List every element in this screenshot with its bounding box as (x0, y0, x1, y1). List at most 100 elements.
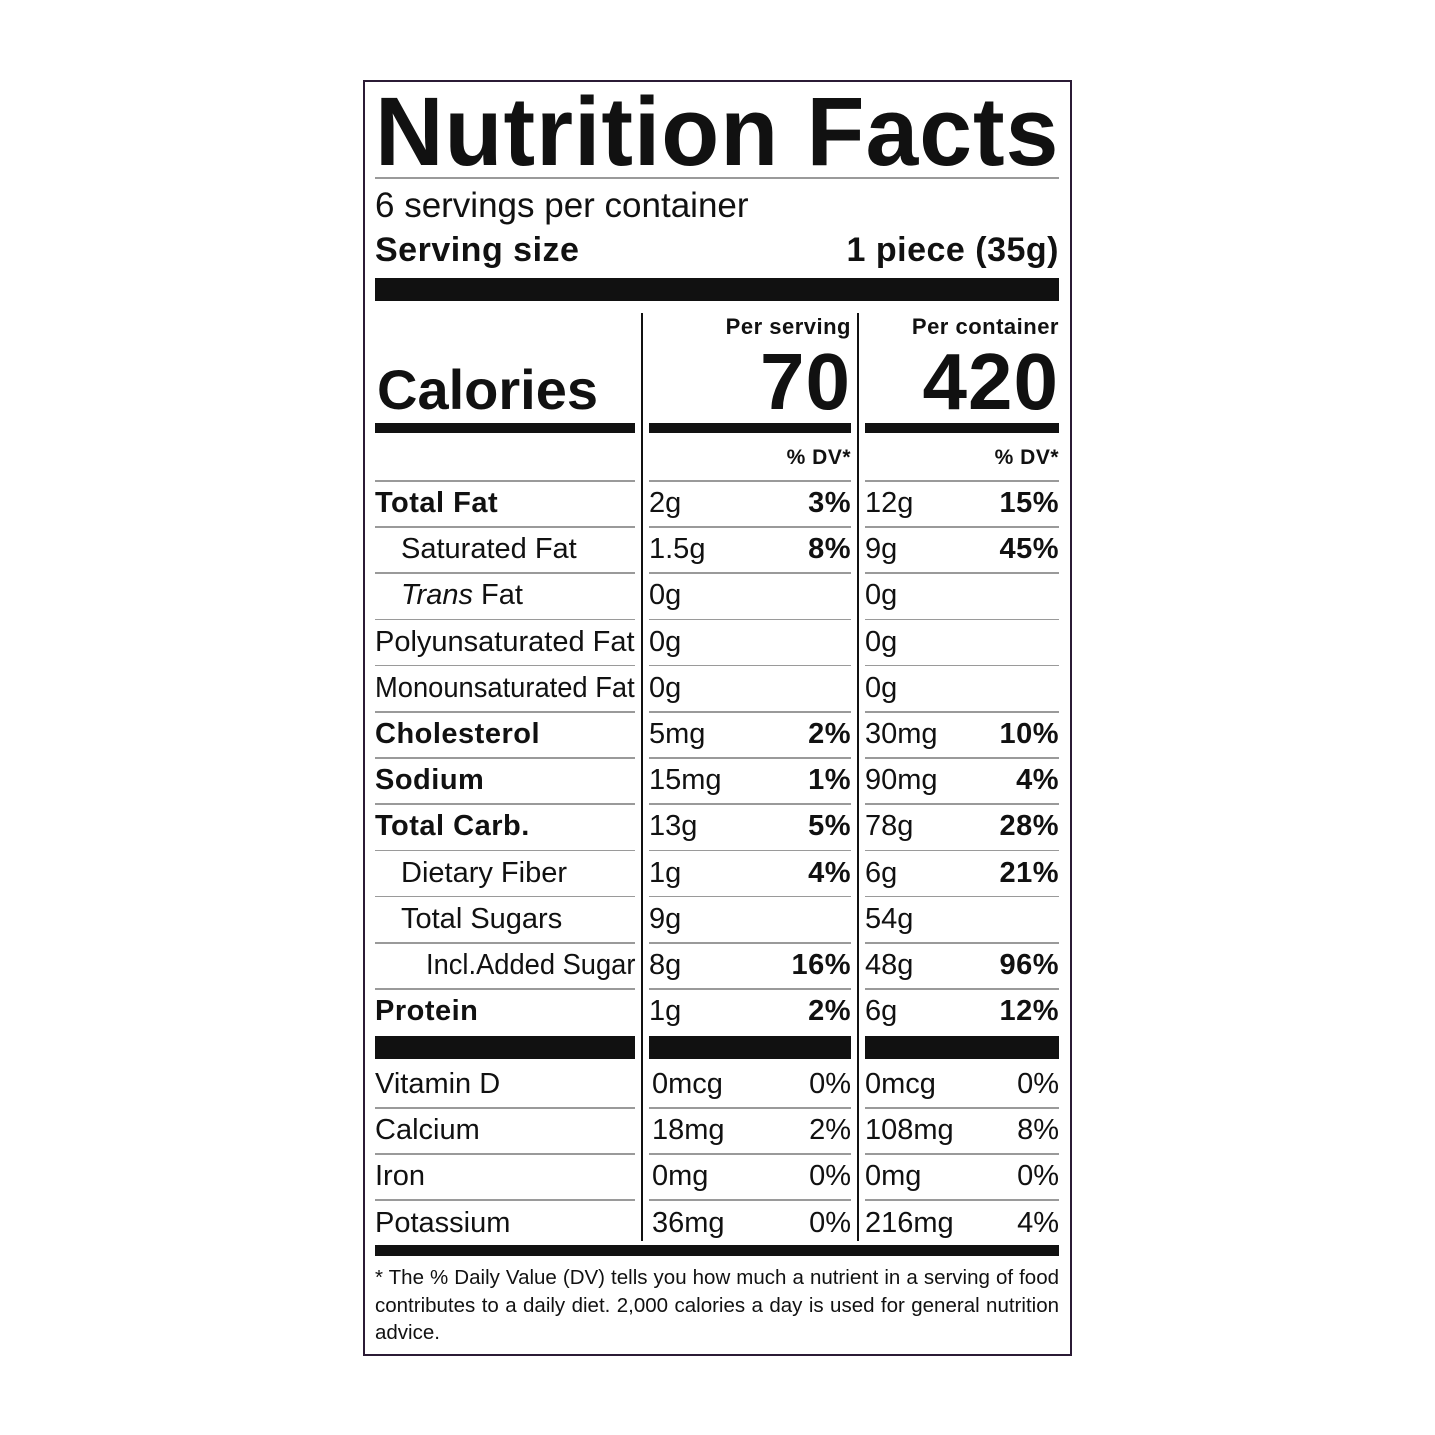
nutrient-label: Polyunsaturated Fat (375, 625, 635, 658)
row-rule (375, 618, 635, 621)
row-rule (649, 988, 851, 990)
row-rule (865, 480, 1059, 482)
percent-dv: 2% (809, 1114, 851, 1147)
nutrient-label: Sodium (375, 764, 485, 797)
calories-rule (375, 423, 635, 433)
row-rule (375, 942, 635, 944)
calories-rule (865, 423, 1059, 433)
amount: 108mg (865, 1114, 954, 1147)
percent-dv: 16% (791, 949, 851, 981)
amount: 48g (865, 949, 914, 981)
calories-value: 70 (760, 337, 851, 426)
column-divider (641, 313, 643, 1241)
row-rule (865, 757, 1059, 759)
footnote: * The % Daily Value (DV) tells you how m… (375, 1266, 1059, 1344)
amount: 9g (649, 902, 682, 935)
nutrient-label: Cholesterol (375, 718, 541, 750)
percent-dv: 0% (1017, 1068, 1059, 1100)
column-divider (857, 313, 859, 1241)
row-rule (375, 526, 635, 528)
calories-value: 420 (922, 337, 1059, 426)
row-rule (865, 803, 1059, 805)
row-rule (375, 1199, 635, 1201)
amount: 54g (865, 902, 914, 935)
percent-dv: 1% (808, 764, 851, 797)
amount: 15mg (649, 764, 722, 797)
row-rule (649, 757, 851, 759)
row-rule (865, 572, 1059, 574)
row-rule (649, 480, 851, 482)
amount: 216mg (865, 1206, 954, 1239)
percent-dv: 12% (999, 995, 1059, 1028)
row-rule (865, 895, 1059, 898)
amount: 90mg (865, 764, 938, 797)
thick-rule (375, 278, 1059, 301)
nutrient-label: Total Sugars (401, 902, 563, 935)
row-rule (649, 803, 851, 805)
row-rule (649, 895, 851, 898)
amount: 0mcg (652, 1068, 723, 1100)
thick-rule (649, 1036, 851, 1059)
percent-dv: 45% (999, 533, 1059, 566)
vitamin-label: Vitamin D (375, 1068, 501, 1100)
percent-dv: 4% (1016, 764, 1059, 797)
amount: 30mg (865, 718, 938, 750)
percent-dv: 0% (809, 1068, 851, 1100)
serving-size-label: Serving size (375, 231, 580, 269)
amount: 0g (649, 579, 682, 612)
nutrient-label: Monounsaturated Fat (375, 671, 635, 704)
row-rule (375, 757, 635, 759)
row-rule (649, 849, 851, 852)
row-rule (649, 526, 851, 528)
row-rule (865, 618, 1059, 621)
amount: 0mcg (865, 1068, 936, 1100)
row-rule (865, 1153, 1059, 1155)
nutrient-label: Incl.Added Sugar (426, 949, 636, 981)
amount: 13g (649, 810, 698, 843)
percent-dv: 0% (809, 1206, 851, 1239)
percent-dv: 28% (999, 810, 1059, 843)
row-rule (865, 711, 1059, 713)
dv-header: % DV* (994, 446, 1059, 469)
row-rule (649, 664, 851, 667)
amount: 2g (649, 487, 682, 519)
amount: 0mg (865, 1160, 922, 1193)
nutrient-label: Fat (481, 579, 523, 612)
column-header: Per serving (725, 314, 851, 339)
amount: 0mg (652, 1160, 709, 1193)
label-frame (363, 80, 1072, 1356)
thick-rule (375, 1245, 1059, 1256)
row-rule (865, 942, 1059, 944)
row-rule (649, 618, 851, 621)
row-rule (865, 1199, 1059, 1201)
row-rule (865, 1107, 1059, 1109)
nutrient-label: Saturated Fat (401, 533, 577, 566)
amount: 12g (865, 487, 914, 519)
row-rule (649, 942, 851, 944)
percent-dv: 2% (808, 995, 851, 1028)
nutrient-label: Protein (375, 995, 479, 1028)
serving-size-value: 1 piece (35g) (846, 231, 1059, 269)
percent-dv: 96% (999, 949, 1059, 981)
row-rule (865, 664, 1059, 667)
nutrient-label: Total Fat (375, 487, 499, 519)
percent-dv: 2% (808, 718, 851, 750)
percent-dv: 8% (1017, 1114, 1059, 1147)
row-rule (375, 803, 635, 805)
dv-header: % DV* (786, 446, 851, 469)
amount: 36mg (652, 1206, 725, 1239)
row-rule (375, 1107, 635, 1109)
thick-rule (375, 1036, 635, 1059)
vitamin-label: Potassium (375, 1206, 511, 1239)
amount: 0g (865, 579, 898, 612)
percent-dv: 21% (999, 856, 1059, 889)
column-header: Per container (911, 314, 1059, 339)
amount: 78g (865, 810, 914, 843)
percent-dv: 3% (808, 487, 851, 519)
vitamin-label: Calcium (375, 1114, 480, 1147)
row-rule (375, 711, 635, 713)
percent-dv: 5% (808, 810, 851, 843)
row-rule (375, 1153, 635, 1155)
percent-dv: 0% (1017, 1160, 1059, 1193)
